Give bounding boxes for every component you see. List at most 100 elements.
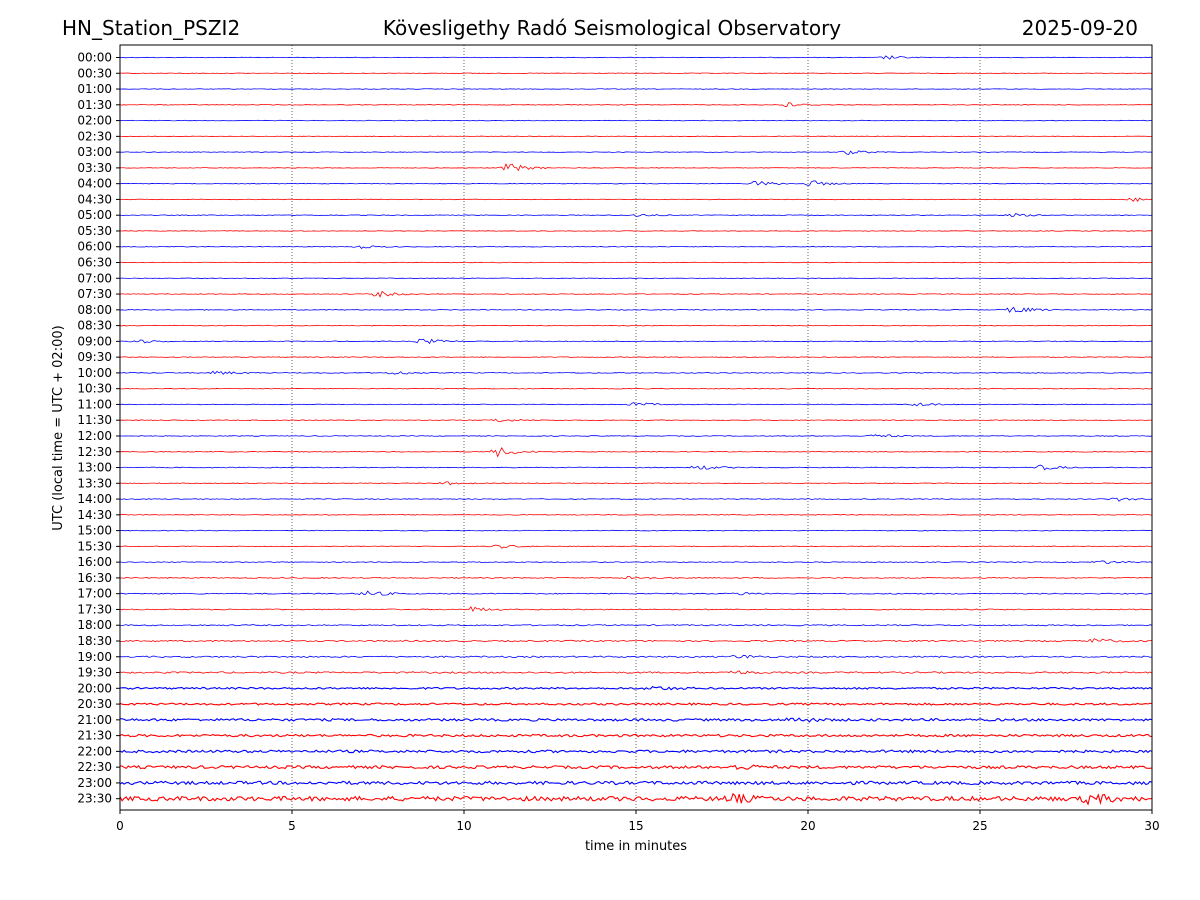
trace-2200	[119, 749, 1153, 754]
y-tick-label: 10:00	[77, 366, 112, 380]
y-tick-label: 17:00	[77, 587, 112, 601]
y-tick-label: 13:00	[77, 461, 112, 475]
trace-1800	[119, 624, 1153, 627]
trace-1330	[119, 481, 1153, 486]
x-tick-label: 30	[1144, 819, 1159, 833]
y-tick-label: 19:30	[77, 666, 112, 680]
y-axis-label: UTC (local time = UTC + 02:00)	[51, 325, 66, 530]
trace-1400	[119, 497, 1153, 502]
trace-0800	[119, 306, 1153, 313]
trace-2100	[119, 717, 1153, 723]
vertical-grid	[291, 45, 981, 810]
y-tick-label: 02:30	[77, 129, 112, 143]
trace-1300	[119, 464, 1153, 471]
y-tick-label: 23:00	[77, 776, 112, 790]
trace-0700	[119, 277, 1153, 279]
y-tick-label: 08:00	[77, 303, 112, 317]
y-tick-label: 11:00	[77, 397, 112, 411]
x-tick-label: 10	[456, 819, 471, 833]
x-ticks: 0 5 10 15 20 25 30	[116, 810, 1160, 833]
trace-1100	[119, 402, 1153, 407]
y-tick-label: 04:00	[77, 177, 112, 191]
trace-1700	[119, 590, 1153, 596]
trace-0500	[119, 212, 1153, 217]
x-tick-label: 0	[116, 819, 124, 833]
trace-0200	[119, 119, 1153, 122]
trace-0930	[119, 356, 1153, 358]
y-tick-label: 05:00	[77, 208, 112, 222]
x-tick-label: 5	[288, 819, 296, 833]
y-tick-label: 01:30	[77, 98, 112, 112]
y-tick-label: 23:30	[77, 792, 112, 806]
y-tick-label: 07:00	[77, 271, 112, 285]
y-tick-label: 16:00	[77, 555, 112, 569]
trace-2130	[119, 733, 1153, 738]
trace-0230	[119, 135, 1153, 138]
trace-0730	[119, 290, 1153, 298]
trace-1830	[119, 638, 1153, 643]
chart-title: Kövesligethy Radó Seismological Observat…	[383, 16, 841, 40]
trace-0130	[119, 102, 1153, 108]
trace-0030	[119, 72, 1153, 74]
y-tick-label: 17:30	[77, 602, 112, 616]
y-tick-label: 16:30	[77, 571, 112, 585]
y-tick-label: 12:30	[77, 445, 112, 459]
y-tick-label: 00:30	[77, 66, 112, 80]
trace-0630	[119, 261, 1153, 264]
x-tick-label: 15	[628, 819, 643, 833]
trace-1600	[119, 560, 1153, 565]
trace-1900	[119, 654, 1153, 659]
y-tick-label: 22:30	[77, 760, 112, 774]
trace-1030	[119, 387, 1153, 390]
y-tick-label: 20:00	[77, 681, 112, 695]
trace-1200	[119, 434, 1153, 438]
y-tick-label: 14:30	[77, 508, 112, 522]
station-name: HN_Station_PSZI2	[62, 16, 240, 40]
y-tick-label: 15:30	[77, 539, 112, 553]
trace-0830	[119, 324, 1153, 327]
trace-2000	[119, 685, 1153, 691]
y-tick-label: 10:30	[77, 382, 112, 396]
y-tick-label: 07:30	[77, 287, 112, 301]
y-tick-label: 03:30	[77, 161, 112, 175]
y-tick-label: 09:00	[77, 334, 112, 348]
trace-1730	[119, 606, 1152, 613]
y-tick-label: 12:00	[77, 429, 112, 443]
y-tick-label: 08:30	[77, 319, 112, 333]
trace-1230	[119, 447, 1153, 458]
trace-0000	[119, 55, 1153, 60]
y-tick-label: 18:30	[77, 634, 112, 648]
trace-1500	[119, 529, 1153, 532]
y-tick-label: 14:00	[77, 492, 112, 506]
y-tick-label: 19:00	[77, 650, 112, 664]
x-axis-label: time in minutes	[585, 839, 687, 854]
y-tick-label: 00:00	[77, 51, 112, 65]
trace-0400	[119, 180, 1153, 186]
chart-date: 2025-09-20	[1022, 16, 1138, 40]
y-tick-label: 01:00	[77, 82, 112, 96]
y-tick-label: 15:00	[77, 524, 112, 538]
y-tick-label: 09:30	[77, 350, 112, 364]
trace-2300	[119, 780, 1153, 786]
trace-1630	[119, 576, 1153, 580]
trace-0900	[119, 338, 1153, 345]
y-tick-label: 11:30	[77, 413, 112, 427]
y-tick-label: 02:00	[77, 114, 112, 128]
trace-0300	[119, 150, 1153, 156]
y-tick-label: 13:30	[77, 476, 112, 490]
trace-0600	[119, 245, 1153, 249]
y-tick-label: 21:30	[77, 729, 112, 743]
trace-2330	[119, 792, 1153, 806]
trace-0430	[119, 197, 1153, 202]
trace-1930	[119, 670, 1153, 675]
y-tick-label: 21:00	[77, 713, 112, 727]
y-tick-label: 22:00	[77, 744, 112, 758]
y-tick-label: 18:00	[77, 618, 112, 632]
y-tick-label: 20:30	[77, 697, 112, 711]
trace-0530	[119, 230, 1153, 232]
trace-0100	[119, 88, 1153, 90]
y-tick-label: 06:30	[77, 256, 112, 270]
trace-2230	[119, 764, 1153, 771]
